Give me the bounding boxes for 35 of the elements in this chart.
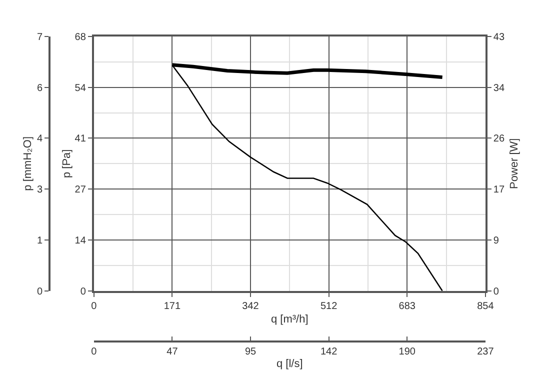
y-tick-label: 0 [80, 286, 86, 298]
x2-tick-label: 0 [91, 346, 98, 358]
x-tick-label: 512 [320, 300, 338, 312]
y2-tick-label: 43 [493, 32, 505, 43]
x-tick-label: 683 [398, 300, 416, 312]
x2-axis-title: q [l/s] [276, 358, 303, 370]
y2-axis-title: Power [W] [508, 138, 521, 190]
x-axis-title: q [m³/h] [271, 314, 308, 326]
y2-tick-label: 34 [493, 82, 505, 94]
y3-axis-title: p [mmH₂O] [22, 136, 34, 191]
x2-tick-label: 190 [398, 346, 416, 358]
y2-tick-label: 9 [493, 235, 500, 246]
x-tick-label: 342 [242, 300, 260, 312]
x2-tick-label: 47 [166, 346, 178, 358]
y3-tick-label: 3 [36, 184, 43, 196]
y2-tick-label: 26 [493, 134, 505, 145]
y-tick-label: 14 [74, 235, 86, 246]
y3-tick-label: 7 [36, 32, 43, 43]
x2-tick-label: 95 [244, 346, 257, 358]
y3-tick-label: 6 [36, 82, 43, 94]
y2-tick-label: 17 [493, 184, 505, 196]
y3-tick-label: 0 [36, 286, 43, 298]
x-tick-label: 171 [164, 300, 181, 312]
x2-tick-label: 237 [477, 346, 494, 358]
y2-tick-label: 0 [493, 286, 500, 298]
y-tick-label: 41 [74, 134, 86, 145]
y-tick-label: 54 [74, 82, 86, 94]
y3-tick-label: 4 [36, 134, 43, 145]
y-axis-title: p [Pa] [60, 149, 73, 178]
x-tick-label: 0 [91, 300, 98, 312]
y-tick-label: 27 [74, 184, 86, 196]
x-tick-label: 854 [477, 300, 494, 312]
y3-tick-label: 1 [36, 235, 43, 246]
x2-tick-label: 142 [320, 346, 338, 358]
y-tick-label: 68 [74, 32, 86, 43]
